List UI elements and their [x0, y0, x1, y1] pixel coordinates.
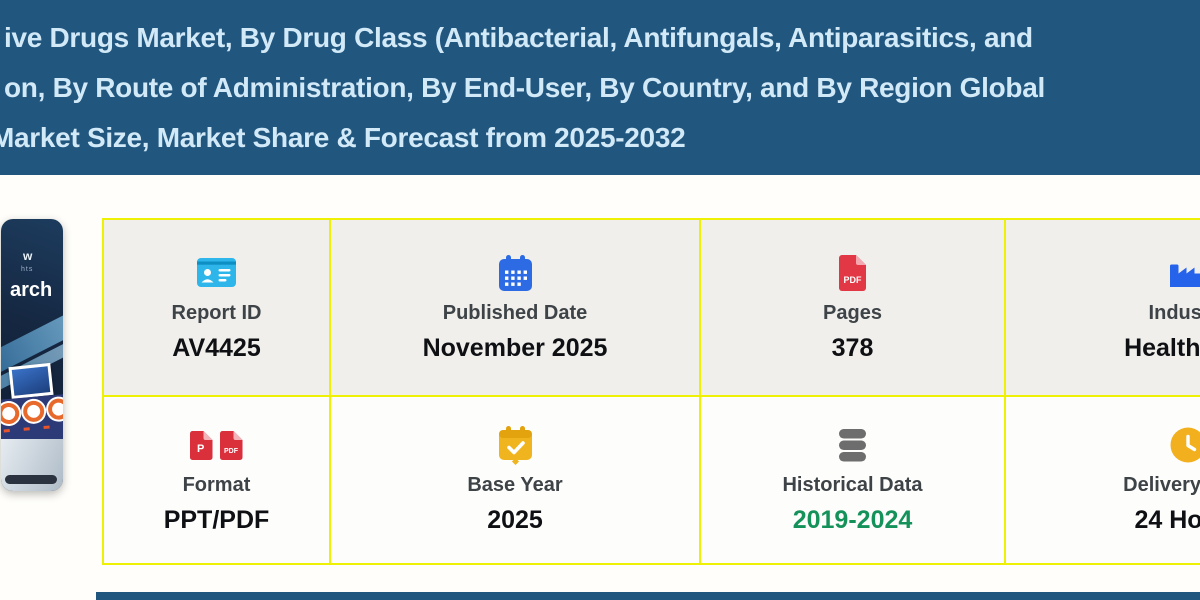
- svg-text:PDF: PDF: [843, 275, 862, 285]
- donut-chart-icon: [22, 399, 46, 423]
- cell-label: Industry: [1148, 301, 1200, 324]
- cell-label: Base Year: [467, 474, 563, 496]
- cover-laptop-area: [1, 439, 63, 491]
- cell-value: November 2025: [422, 333, 608, 362]
- report-title-line-3: Market Size, Market Share & Forecast fro…: [0, 122, 686, 153]
- page-header: ive Drugs Market, By Drug Class (Antibac…: [0, 0, 1200, 175]
- cell-value: 24 Hours: [1134, 506, 1200, 534]
- cover-text-small: hts: [21, 266, 34, 273]
- calendar-check-icon: [498, 425, 532, 465]
- cover-text-top: w: [23, 249, 33, 263]
- svg-text:PDF: PDF: [224, 448, 239, 455]
- next-section-bar: [96, 592, 1200, 600]
- report-meta-cell-report-id: Report ID AV4425: [104, 220, 329, 395]
- donut-legend-marks: [3, 424, 63, 433]
- cell-label: Pages: [823, 301, 882, 324]
- report-meta-cell-industry: Industry Healthcare: [1006, 220, 1200, 395]
- report-title-line-1: ive Drugs Market, By Drug Class (Antibac…: [4, 22, 1033, 53]
- report-meta-table: Report ID AV4425 Published Date November…: [102, 218, 1200, 565]
- cell-label: Published Date: [442, 301, 588, 324]
- report-meta-cell-published-date: Published Date November 2025: [331, 220, 699, 395]
- id-card-icon: [197, 253, 236, 293]
- pdf-file-icon-small: PDF: [220, 430, 243, 460]
- cell-value: 2025: [487, 506, 543, 534]
- cell-value: Healthcare: [1124, 333, 1200, 362]
- report-meta-cell-format: P PDF Format PPT/PDF: [104, 397, 329, 563]
- ppt-file-icon: P: [190, 430, 213, 460]
- report-cover-thumbnail: w hts arch: [1, 219, 63, 491]
- database-icon: [837, 425, 868, 465]
- report-meta-cell-delivery-time: Delivery Time 24 Hours: [1006, 397, 1200, 563]
- cell-value: PPT/PDF: [163, 506, 270, 534]
- donut-chart-icon: [1, 402, 21, 425]
- cell-value: 2019-2024: [792, 506, 913, 534]
- factory-icon: [1169, 253, 1200, 293]
- pdf-file-icon: PDF: [838, 253, 867, 293]
- cell-value: 378: [831, 333, 874, 362]
- cell-label: Format: [182, 474, 251, 496]
- ppt-pdf-icons: P PDF: [190, 425, 243, 465]
- svg-text:P: P: [197, 443, 204, 455]
- cover-text-main: arch: [10, 279, 53, 301]
- cover-laptop-base: [5, 475, 57, 484]
- report-meta-cell-historical-data: Historical Data 2019-2024: [701, 397, 1004, 563]
- cell-label: Historical Data: [782, 474, 923, 496]
- report-title: ive Drugs Market, By Drug Class (Antibac…: [0, 13, 1200, 163]
- report-title-line-2: on, By Route of Administration, By End-U…: [4, 72, 1045, 103]
- cell-label: Delivery Time: [1123, 474, 1200, 496]
- calendar-icon: [498, 253, 532, 293]
- cell-value: AV4425: [172, 333, 261, 362]
- cover-chart-thumb: [8, 362, 54, 400]
- report-meta-cell-pages: PDF Pages 378: [701, 220, 1004, 395]
- cell-label: Report ID: [171, 301, 262, 324]
- report-meta-cell-base-year: Base Year 2025: [331, 397, 699, 563]
- donut-chart-icon: [47, 397, 63, 421]
- clock-icon: [1170, 425, 1200, 465]
